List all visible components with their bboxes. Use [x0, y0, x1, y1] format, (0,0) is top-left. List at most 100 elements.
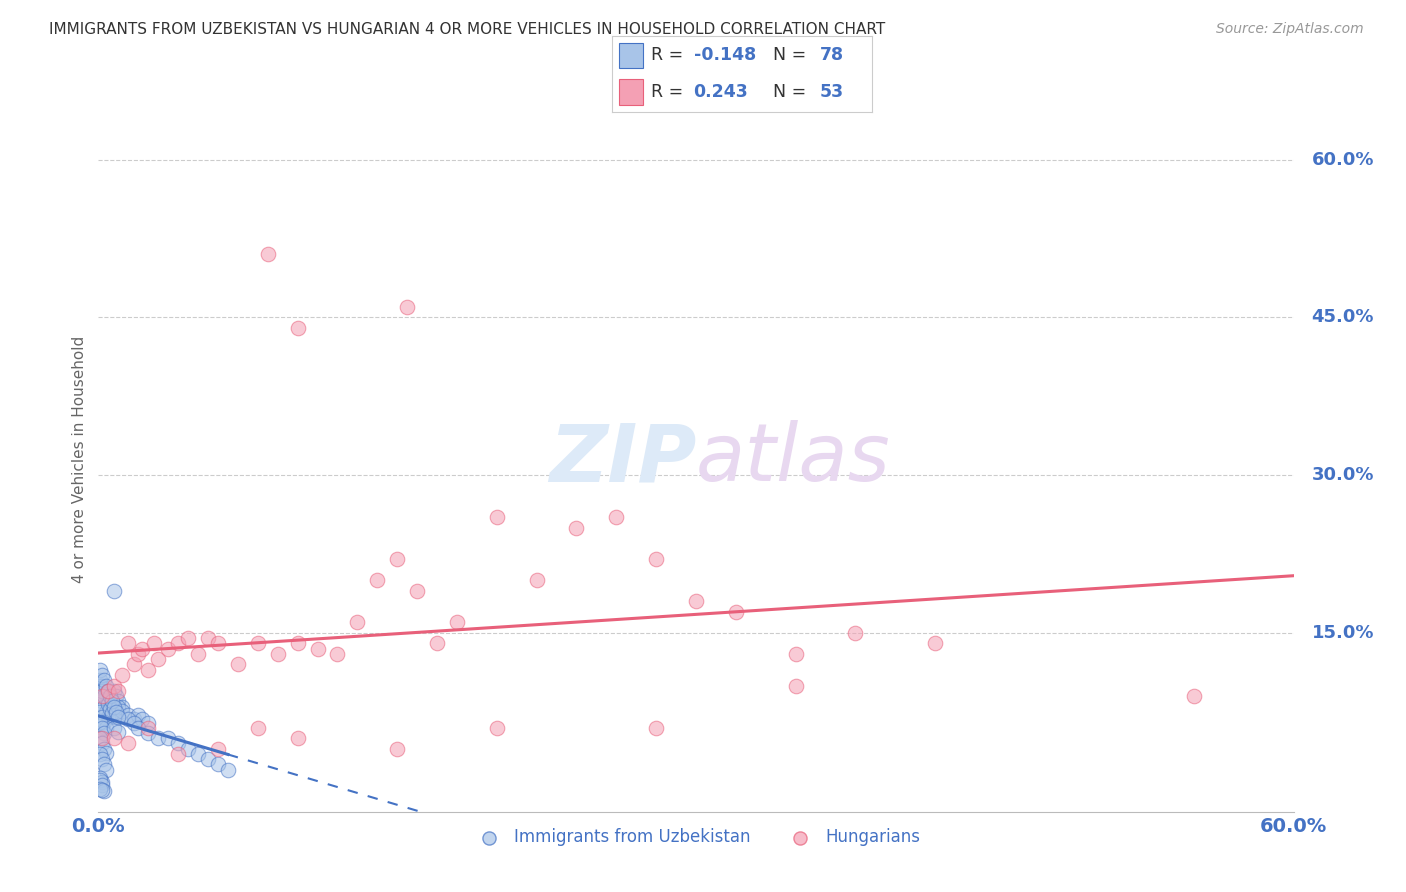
Point [111, 704, 134, 718]
Text: Source: ZipAtlas.com: Source: ZipAtlas.com [1216, 22, 1364, 37]
Point [93, 741, 115, 756]
Point [131, 641, 153, 656]
Point [89, 731, 111, 745]
Point [89, 673, 111, 688]
Point [187, 647, 209, 661]
Text: 15.0%: 15.0% [1312, 624, 1374, 642]
Point [89, 689, 111, 703]
Point [101, 694, 124, 708]
Point [93, 757, 115, 772]
Point [111, 699, 134, 714]
Point [117, 736, 139, 750]
Point [167, 747, 190, 761]
Point [111, 668, 134, 682]
Point [148, 731, 170, 745]
Point [565, 521, 588, 535]
Point [91, 782, 114, 797]
Point [136, 716, 159, 731]
Point [396, 300, 419, 314]
Point [96, 689, 118, 703]
Point [131, 712, 153, 726]
Text: atlas: atlas [696, 420, 891, 499]
Point [91, 721, 114, 735]
Point [103, 731, 125, 745]
Point [645, 552, 668, 566]
Point [426, 636, 449, 650]
Point [148, 652, 170, 666]
Text: 0.243: 0.243 [693, 83, 748, 101]
Point [117, 708, 139, 723]
Point [103, 583, 125, 598]
Text: R =: R = [651, 83, 689, 101]
Point [287, 731, 309, 745]
Point [645, 721, 668, 735]
Point [207, 757, 229, 772]
Point [446, 615, 468, 630]
Point [107, 699, 129, 714]
Point [91, 710, 114, 724]
Point [287, 636, 309, 650]
Point [177, 741, 200, 756]
Text: ZIP: ZIP [548, 420, 696, 499]
Point [785, 647, 807, 661]
Point [93, 726, 115, 740]
Point [246, 636, 269, 650]
Point [98, 689, 122, 703]
Point [177, 631, 200, 645]
Point [226, 657, 249, 672]
Point [103, 699, 125, 714]
Point [207, 741, 229, 756]
Point [91, 679, 114, 693]
Point [97, 683, 120, 698]
Point [724, 605, 747, 619]
FancyBboxPatch shape [620, 78, 643, 104]
Point [93, 715, 115, 730]
Point [124, 657, 146, 672]
Point [103, 679, 125, 693]
Point [93, 689, 115, 703]
Point [89, 771, 111, 785]
Point [157, 731, 180, 745]
Text: N =: N = [773, 83, 811, 101]
Point [93, 673, 115, 688]
Point [187, 747, 209, 761]
Point [89, 715, 111, 730]
Point [101, 706, 124, 720]
Point [96, 705, 118, 719]
Y-axis label: 4 or more Vehicles in Household: 4 or more Vehicles in Household [72, 335, 87, 583]
Point [107, 724, 129, 739]
Point [101, 705, 124, 719]
Point [89, 773, 111, 788]
Point [207, 636, 229, 650]
Point [157, 641, 180, 656]
Point [91, 731, 114, 745]
Text: 60.0%: 60.0% [1312, 151, 1374, 169]
Point [346, 615, 368, 630]
Point [605, 510, 627, 524]
Point [98, 699, 122, 714]
Point [96, 721, 118, 735]
Point [89, 679, 111, 693]
Text: IMMIGRANTS FROM UZBEKISTAN VS HUNGARIAN 4 OR MORE VEHICLES IN HOUSEHOLD CORRELAT: IMMIGRANTS FROM UZBEKISTAN VS HUNGARIAN … [49, 22, 886, 37]
Point [167, 736, 190, 750]
Point [89, 663, 111, 677]
Point [785, 679, 807, 693]
Point [844, 626, 866, 640]
Point [89, 781, 111, 796]
Point [326, 647, 349, 661]
Point [924, 636, 946, 650]
Point [136, 663, 159, 677]
Point [105, 705, 128, 719]
Point [91, 752, 114, 766]
Point [89, 705, 111, 719]
Point [98, 701, 122, 715]
Point [124, 716, 146, 731]
Point [107, 694, 129, 708]
Point [385, 552, 409, 566]
Point [526, 574, 548, 588]
Point [685, 594, 707, 608]
Text: -0.148: -0.148 [693, 46, 756, 64]
Point [1182, 689, 1205, 703]
Point [127, 708, 149, 723]
Text: 45.0%: 45.0% [1312, 309, 1374, 326]
